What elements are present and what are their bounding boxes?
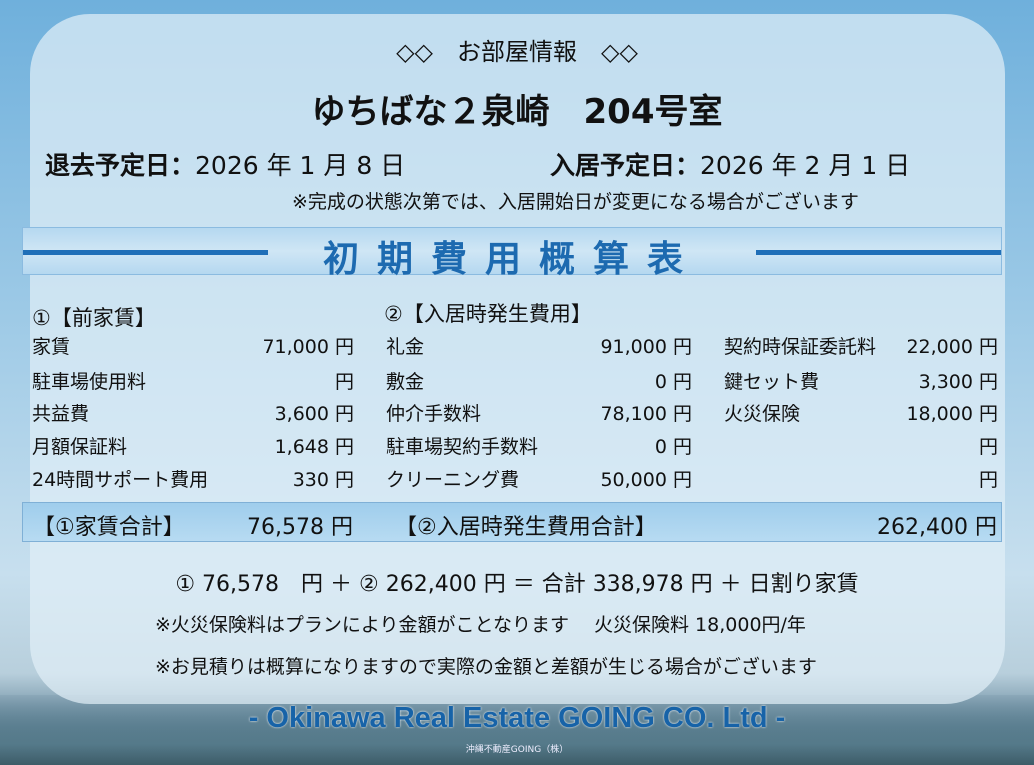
cost-label: 24時間サポート費用: [32, 469, 209, 491]
cost-value: 0 円: [654, 436, 692, 458]
cost-label: 駐車場使用料: [32, 371, 147, 393]
cost-value: 3,600 円: [274, 403, 354, 425]
divider: [23, 250, 268, 255]
cost-row: 仲介手数料 78,100 円: [386, 399, 692, 426]
cost-value: 3,300 円: [918, 371, 998, 393]
landscape-background: [0, 695, 1034, 765]
cost-row: 24時間サポート費用 330 円: [32, 465, 354, 492]
cost-label: 駐車場契約手数料: [386, 436, 539, 458]
cost-value: 91,000 円: [600, 336, 692, 358]
movein-label: 入居予定日：: [550, 151, 701, 180]
moveout-date: 退去予定日：2026 年 1 月 8 日: [45, 146, 405, 182]
cost-value: 円: [978, 436, 998, 458]
date-note: ※完成の状態次第では、入居開始日が変更になる場合がございます: [292, 191, 859, 213]
cost-value: 71,000 円: [262, 336, 354, 358]
cost-row: 駐車場契約手数料 0 円: [386, 432, 692, 459]
cost-value: 22,000 円: [906, 336, 998, 358]
cost-value: 円: [978, 469, 998, 491]
cost-value: 円: [334, 371, 354, 393]
cost-row: 敷金 0 円: [386, 367, 692, 394]
estimate-title: 初期費用概算表: [322, 239, 701, 280]
moveout-value: 2026 年 1 月 8 日: [195, 151, 406, 180]
cost-label: 家賃: [32, 336, 71, 358]
cost-label: 礼金: [386, 336, 425, 358]
grand-total: ① 76,578 円 ＋ ② 262,400 円 ＝ 合計 338,978 円 …: [175, 572, 859, 597]
company-footer: - Okinawa Real Estate GOING CO. Ltd -: [248, 702, 786, 734]
cost-row: 円: [724, 465, 998, 492]
cost-value: 78,100 円: [600, 403, 692, 425]
cost-label: 仲介手数料: [386, 403, 482, 425]
estimate-title-band: 初期費用概算表: [22, 227, 1002, 280]
totals-bar: 【①家賃合計】 76,578 円 【②入居時発生費用合計】 262,400 円: [22, 502, 1002, 542]
info-panel: [30, 14, 1005, 704]
moveout-label: 退去予定日：: [45, 151, 196, 180]
cost-label: 共益費: [32, 403, 90, 425]
movein-heading: ②【入居時発生費用】: [384, 302, 592, 326]
movein-date: 入居予定日：2026 年 2 月 1 日: [550, 146, 910, 182]
cost-row: 円: [724, 432, 998, 459]
rent-heading: ①【前家賃】: [32, 306, 156, 330]
cost-row: 共益費 3,600 円: [32, 399, 354, 426]
movein-value: 2026 年 2 月 1 日: [700, 151, 911, 180]
watermark: 沖縄不動産GOING（株）: [465, 745, 569, 755]
cost-label: 鍵セット費: [724, 371, 820, 393]
cost-label: 敷金: [386, 371, 425, 393]
rent-total-value: 76,578 円: [247, 515, 353, 540]
cost-label: 火災保険: [724, 403, 801, 425]
section-title: ◇◇ お部屋情報 ◇◇: [396, 38, 638, 66]
cost-row: クリーニング費 50,000 円: [386, 465, 692, 492]
insurance-note: ※火災保険料はプランにより金額がことなります 火災保険料 18,000円/年: [155, 614, 806, 636]
divider: [756, 250, 1001, 255]
cost-label: 契約時保証委託料: [724, 336, 877, 358]
cost-row: 礼金 91,000 円: [386, 332, 692, 359]
cost-row: 鍵セット費 3,300 円: [724, 367, 998, 394]
cost-value: 50,000 円: [600, 469, 692, 491]
movein-total-value: 262,400 円: [877, 515, 997, 540]
cost-value: 330 円: [292, 469, 354, 491]
cost-value: 18,000 円: [906, 403, 998, 425]
movein-total-label: 【②入居時発生費用合計】: [395, 515, 657, 540]
property-name: ゆちばな２泉崎 204号室: [311, 92, 723, 132]
cost-value: 1,648 円: [274, 436, 354, 458]
cost-row: 契約時保証委託料 22,000 円: [724, 332, 998, 359]
estimate-note: ※お見積りは概算になりますので実際の金額と差額が生じる場合がございます: [155, 656, 817, 678]
cost-value: 0 円: [654, 371, 692, 393]
cost-label: 月額保証料: [32, 436, 128, 458]
rent-total-label: 【①家賃合計】: [33, 515, 185, 540]
cost-row: 月額保証料 1,648 円: [32, 432, 354, 459]
cost-row: 駐車場使用料 円: [32, 367, 354, 394]
cost-label: クリーニング費: [386, 469, 520, 491]
cost-row: 家賃 71,000 円: [32, 332, 354, 359]
cost-row: 火災保険 18,000 円: [724, 399, 998, 426]
